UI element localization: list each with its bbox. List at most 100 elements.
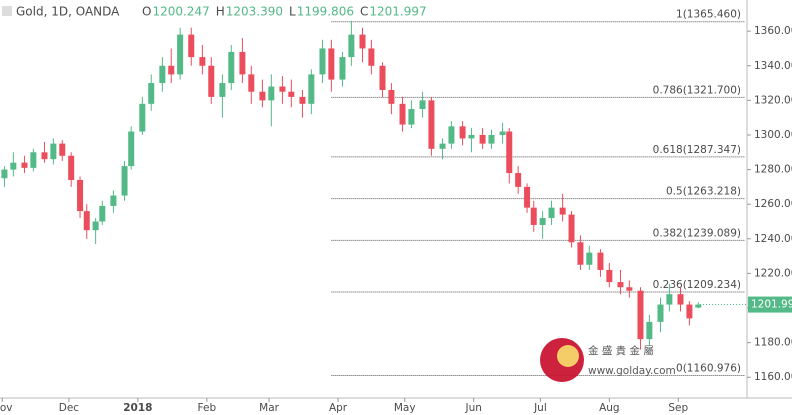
brand-url: www.golday.com — [588, 365, 676, 377]
brand-name: 金 盛 貴 金 屬 — [588, 344, 654, 357]
candle-body — [159, 65, 166, 84]
ohlc-key: L — [289, 5, 296, 19]
fib-label: 0.5(1263.218) — [666, 186, 741, 198]
watermark: 金 盛 貴 金 屬 www.golday.com — [540, 338, 676, 382]
x-tick-label: Dec — [59, 402, 80, 414]
fib-label: 0.786(1321.700) — [653, 84, 741, 96]
candle-body — [268, 86, 275, 101]
candle-body — [299, 96, 306, 104]
ohlc-value: 1200.247 — [152, 5, 209, 19]
candle-body — [666, 294, 673, 305]
ohlc-header: O 1200.247 H 1203.390 L 1199.806 C 1201.997 — [142, 5, 427, 19]
candle-body — [92, 221, 99, 231]
x-tick-label: Jun — [464, 402, 481, 414]
candle-body — [439, 143, 446, 149]
candle-body — [388, 89, 395, 104]
candle-body — [359, 34, 366, 49]
candle-body — [328, 48, 335, 80]
candle-body — [577, 242, 584, 265]
candle-body — [606, 269, 613, 283]
candle-body — [597, 252, 604, 270]
candle-body — [259, 91, 266, 101]
candle-body — [30, 152, 37, 168]
candle-body — [448, 126, 455, 144]
candle-body — [41, 152, 48, 160]
ohlc-key: O — [142, 5, 151, 19]
candle-body — [559, 207, 566, 215]
y-tick-label: 1320.000 — [754, 94, 792, 106]
candle-body — [686, 304, 693, 319]
candle-body — [568, 214, 575, 243]
candle-body — [21, 162, 28, 168]
ohlc-value: 1203.390 — [226, 5, 283, 19]
candle-body — [77, 179, 84, 212]
candle-body — [110, 195, 117, 206]
y-tick-label: 1240.000 — [754, 233, 792, 245]
fib-label: 0.382(1239.089) — [653, 227, 741, 239]
last-price-tag — [748, 296, 792, 313]
candle-body — [83, 211, 90, 231]
candle-body — [10, 162, 17, 170]
y-tick-label: 1260.000 — [754, 198, 792, 210]
candle-body — [379, 65, 386, 90]
candle-body — [248, 74, 255, 92]
chart-title: Gold, 1D, OANDA — [16, 5, 120, 19]
candle-body — [488, 134, 495, 144]
candle-body — [1, 169, 8, 179]
candle-body — [188, 34, 195, 58]
candle-body — [428, 100, 435, 149]
y-tick-label: 1280.000 — [754, 164, 792, 176]
x-tick-label: Aug — [599, 402, 620, 414]
x-tick-label: May — [394, 402, 416, 414]
x-tick-label: Nov — [0, 402, 12, 414]
candle-body — [399, 103, 406, 125]
candle-body — [168, 65, 175, 75]
candle-body — [319, 48, 326, 75]
y-tick-label: 1300.000 — [754, 129, 792, 141]
x-tick-label: Jul — [533, 402, 547, 414]
candle-body — [459, 126, 466, 139]
x-tick-label: Sep — [668, 402, 688, 414]
candle-body — [586, 252, 593, 265]
candle-body — [239, 51, 246, 75]
candle-body — [695, 304, 702, 308]
y-tick-label: 1360.000 — [754, 25, 792, 37]
fib-label: 1(1365.460) — [676, 9, 741, 21]
candle-body — [637, 290, 644, 340]
y-tick-label: 1160.000 — [754, 371, 792, 383]
candle-body — [219, 83, 226, 97]
fib-label: 0(1160.976) — [676, 363, 741, 375]
candle-body — [177, 34, 184, 75]
ohlc-key: H — [216, 5, 225, 19]
candle-body — [199, 57, 206, 66]
candle-body — [548, 207, 555, 219]
y-tick-label: 1180.000 — [754, 337, 792, 349]
candle-body — [530, 207, 537, 225]
x-tick-label: Mar — [259, 402, 279, 414]
candle-body — [50, 143, 57, 160]
candle-body — [279, 86, 286, 92]
candle-body — [288, 91, 295, 97]
candle-body — [479, 134, 486, 144]
ohlc-value: 1201.997 — [369, 5, 426, 19]
candle-body — [139, 103, 146, 132]
candle-body — [646, 321, 653, 340]
ohlc-value: 1199.806 — [297, 5, 354, 19]
candle-body — [99, 205, 106, 222]
candle-body — [121, 166, 128, 196]
candle-body — [539, 218, 546, 225]
candle-body — [677, 294, 684, 305]
candle-body — [128, 131, 135, 167]
x-tick-label: 2018 — [123, 402, 152, 414]
candle-body — [148, 83, 155, 104]
candle-body — [515, 173, 522, 187]
candle-body — [506, 131, 513, 174]
candle-body — [208, 65, 215, 97]
menu-icon[interactable] — [2, 6, 12, 16]
candle-body — [68, 155, 75, 180]
candle-body — [368, 48, 375, 66]
candle-body — [59, 143, 66, 156]
x-tick-label: Feb — [198, 402, 217, 414]
x-tick-label: Apr — [329, 402, 348, 414]
